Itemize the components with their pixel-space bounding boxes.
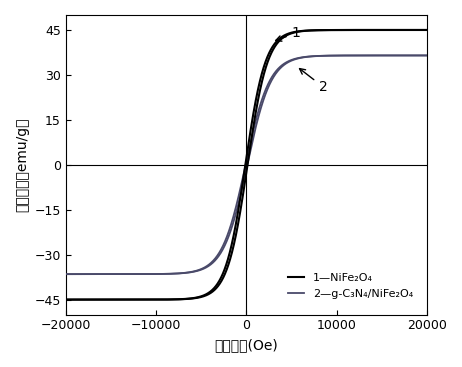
Text: 1: 1 <box>276 26 301 41</box>
Y-axis label: 磁化强度（emu/g）: 磁化强度（emu/g） <box>15 117 29 212</box>
Text: 2: 2 <box>299 69 328 94</box>
Legend: 1—NiFe₂O₄, 2—g-C₃N₄/NiFe₂O₄: 1—NiFe₂O₄, 2—g-C₃N₄/NiFe₂O₄ <box>283 269 418 303</box>
X-axis label: 磁场强度(Oe): 磁场强度(Oe) <box>214 338 278 352</box>
